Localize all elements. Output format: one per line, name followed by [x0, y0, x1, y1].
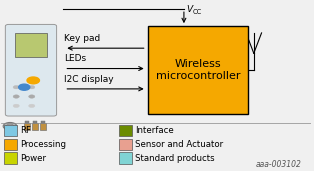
Text: Power: Power — [21, 154, 46, 162]
Bar — [119, 125, 132, 136]
Circle shape — [29, 86, 35, 89]
Bar — [25, 121, 29, 123]
Circle shape — [13, 104, 19, 108]
Circle shape — [6, 124, 14, 128]
Bar — [24, 123, 30, 130]
Text: RF: RF — [21, 126, 32, 135]
Text: aaa-003102: aaa-003102 — [255, 160, 301, 169]
Bar — [4, 125, 17, 136]
FancyBboxPatch shape — [5, 24, 57, 116]
Bar — [33, 121, 37, 123]
Text: Key pad: Key pad — [64, 34, 100, 43]
Circle shape — [13, 86, 19, 89]
Circle shape — [19, 84, 30, 90]
Text: Wireless
microcontroller: Wireless microcontroller — [156, 60, 240, 81]
Text: V: V — [187, 5, 192, 14]
Circle shape — [13, 95, 19, 98]
Bar — [119, 153, 132, 163]
Circle shape — [29, 95, 35, 98]
Circle shape — [27, 77, 40, 84]
Circle shape — [29, 104, 35, 108]
Bar — [40, 123, 46, 130]
Circle shape — [3, 122, 17, 130]
Bar — [32, 123, 38, 130]
Text: LEDs: LEDs — [64, 54, 86, 63]
Text: Sensor and Actuator: Sensor and Actuator — [135, 140, 224, 149]
Bar — [4, 153, 17, 163]
Bar — [148, 26, 247, 114]
Bar — [41, 121, 46, 123]
Text: Interface: Interface — [135, 126, 174, 135]
Bar — [4, 139, 17, 150]
Bar — [119, 139, 132, 150]
Bar — [15, 33, 47, 57]
Text: Standard products: Standard products — [135, 154, 215, 162]
Text: CC: CC — [192, 9, 202, 15]
Text: Processing: Processing — [21, 140, 67, 149]
Text: I2C display: I2C display — [64, 75, 114, 84]
